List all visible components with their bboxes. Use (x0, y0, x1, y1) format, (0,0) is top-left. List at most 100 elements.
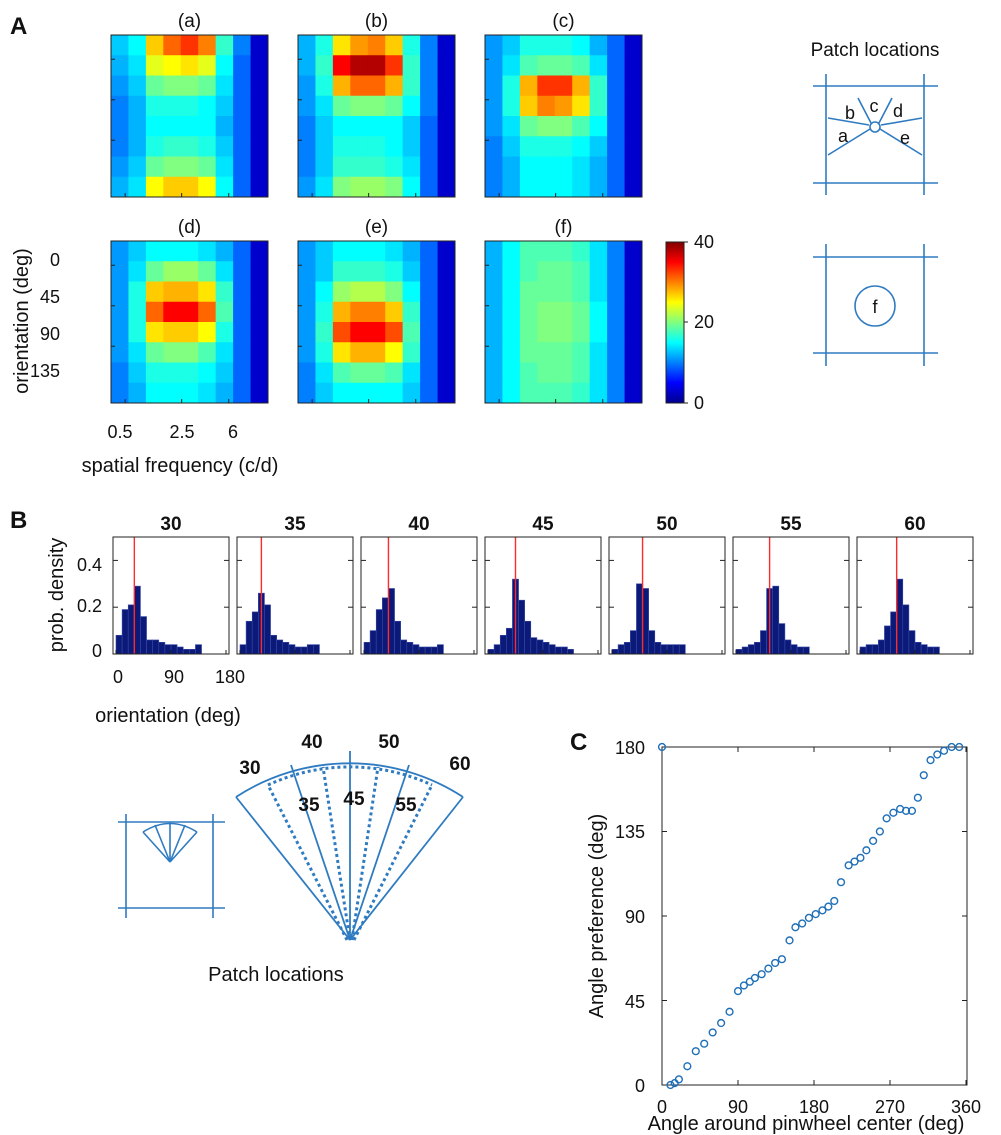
heatmap-cell (572, 241, 591, 262)
scatter-point (785, 936, 794, 945)
heatmap-cell (315, 136, 334, 157)
histogram-bar (189, 649, 196, 655)
heatmap-cell (180, 55, 199, 76)
histogram-bar (294, 646, 302, 655)
heatmap-cell (367, 342, 386, 363)
heatmap-ylabel: orientation (deg) (11, 248, 33, 394)
scatter-point (818, 906, 827, 915)
heatmap-cell (367, 281, 386, 303)
heatmap-cell (350, 116, 369, 137)
heatmap-cell (572, 75, 591, 97)
panel-letter-b: B (10, 507, 27, 534)
heatmap-cell (367, 322, 386, 343)
heatmap-cell (385, 136, 404, 157)
histogram-bar (176, 646, 184, 655)
heatmap-cell (485, 322, 503, 343)
heatmap-cell (402, 95, 421, 117)
heatmap-cell (624, 382, 643, 404)
fan-label-45: 45 (343, 789, 365, 810)
heatmap-cell (315, 241, 334, 262)
colorbar: 40 20 0 (665, 232, 714, 413)
heatmap-cell (180, 156, 199, 178)
fan-label-30: 30 (239, 758, 260, 779)
heatmap-cell (437, 95, 456, 117)
histogram-bar (418, 646, 426, 655)
histogram-bar (127, 604, 135, 655)
heatmap-cell (367, 35, 386, 56)
heatmap-cell (554, 116, 573, 137)
histogram-bar (890, 611, 897, 655)
heatmap-cell (145, 75, 164, 97)
heatmap-cell (420, 362, 438, 384)
heatmap-cell (420, 382, 438, 404)
histogram-45: 45 (484, 514, 602, 655)
heatmap-cell (589, 362, 608, 384)
heatmap-cell (502, 261, 521, 282)
heatmap-cell (624, 55, 643, 76)
histogram-bar (933, 646, 940, 655)
heatmap-cell (572, 301, 591, 323)
heatmap-cell (215, 301, 234, 323)
hist-xtick-90: 90 (164, 667, 184, 687)
heatmap-cell (233, 55, 251, 76)
heatmap-cell (315, 176, 334, 198)
heatmap-cell (198, 156, 217, 178)
patch-label-a: a (838, 126, 849, 146)
histogram-bar (530, 637, 538, 655)
patch-locations-title: Patch locations (811, 40, 940, 61)
heatmap-cell (298, 95, 316, 117)
heatmap-cell (332, 95, 351, 117)
panel-letter-c: C (570, 729, 587, 756)
heatmap-cell (315, 362, 334, 384)
heatmap-cell (367, 156, 386, 178)
heatmap-cell (554, 75, 573, 97)
colorbar-tick-0: 0 (694, 393, 704, 413)
colorbar-tick-20: 20 (694, 312, 714, 332)
histogram-bar (195, 644, 202, 655)
heatmap-cell (502, 176, 521, 198)
heatmap-cell (607, 35, 625, 56)
heatmap-cell (111, 261, 129, 282)
heatmap-cell (128, 322, 147, 343)
heatmap-frame (297, 240, 456, 404)
histogram-bar (382, 597, 389, 655)
heatmap-d: (d) (110, 217, 269, 404)
heatmap-cell (385, 261, 404, 282)
heatmap-cell (145, 176, 164, 198)
heatmap-cell (198, 116, 217, 137)
scatter-ytick-0: 0 (635, 1076, 645, 1096)
heatmap-cell (385, 176, 404, 198)
heatmap-cell (519, 116, 538, 137)
heatmap-cell (502, 281, 521, 303)
heatmap-cell (624, 342, 643, 363)
heatmap-cell (163, 382, 182, 404)
heatmap-cell (180, 342, 199, 363)
scatter-point (657, 742, 667, 752)
histogram-bar (140, 616, 147, 655)
hist-xtick-0: 0 (113, 667, 123, 687)
heatmap-cell (163, 136, 182, 157)
heatmap-cell (537, 261, 556, 282)
heatmap-cell (402, 322, 421, 343)
histogram-bar (542, 641, 550, 655)
heatmap-cell (437, 156, 456, 178)
heatmap-cell (233, 362, 251, 384)
heatmap-cell (420, 301, 438, 323)
heatmap-cell (485, 95, 503, 117)
patch-label-b: b (845, 103, 855, 123)
heatmap-cell (215, 116, 234, 137)
heatmap-cell (385, 362, 404, 384)
heatmap-cell (537, 322, 556, 343)
heatmap-cell (554, 301, 573, 323)
heatmap-cell (554, 35, 573, 56)
heatmap-cell (128, 95, 147, 117)
heatmap-cell (367, 382, 386, 404)
histogram-bar (388, 588, 395, 655)
histogram-bar (400, 639, 408, 655)
heatmap-cell (572, 281, 591, 303)
heatmap-cell (607, 261, 625, 282)
heatmap-cell (589, 55, 608, 76)
heatmap-cell (385, 241, 404, 262)
heatmap-cell (607, 136, 625, 157)
